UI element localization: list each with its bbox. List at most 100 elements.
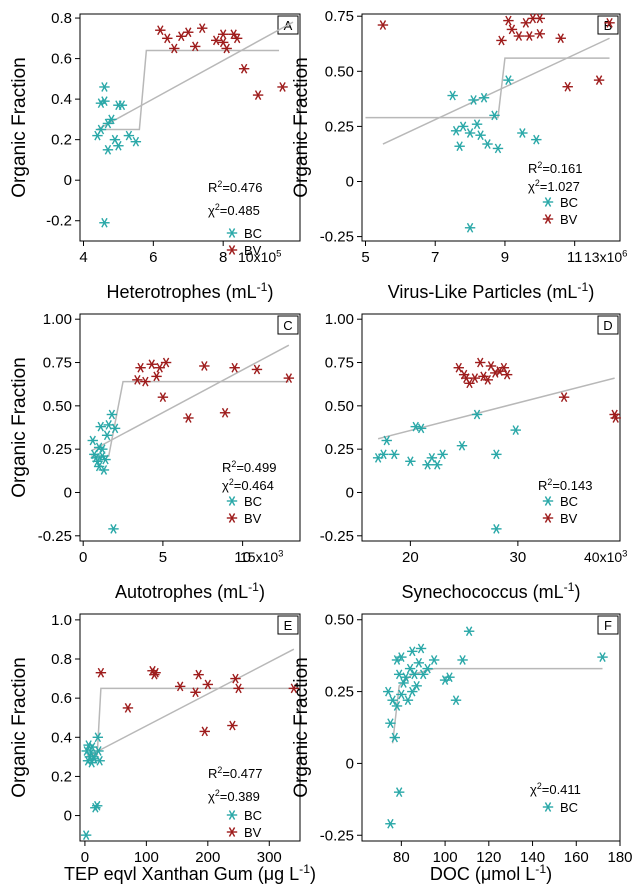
panel-label-box (597, 615, 619, 635)
data-point-bv (221, 43, 232, 54)
data-point-bc (389, 449, 400, 460)
legend-label-bv: BV (244, 243, 262, 258)
data-point-bv (288, 683, 300, 694)
data-point-bc (92, 800, 103, 811)
data-point-bc (422, 663, 433, 674)
y-tick-label: 0.75 (43, 355, 72, 372)
data-point-bv (593, 75, 605, 85)
y-axis-title: Organic Fraction (291, 657, 312, 797)
y-tick-label: 0.50 (325, 612, 354, 629)
data-point-bv (506, 24, 518, 35)
plot-frame (361, 613, 621, 842)
data-point-bv (562, 81, 573, 92)
data-point-bv (604, 17, 615, 28)
series-bc (92, 82, 142, 228)
legend-marker-bc (226, 496, 238, 506)
plot-frame (79, 313, 301, 542)
data-point-bv (277, 82, 288, 92)
x-multiplier-label: 10x105 (238, 248, 281, 265)
data-point-bc (491, 523, 502, 534)
data-point-bv (524, 31, 535, 41)
data-point-bv (227, 720, 238, 731)
panel-d: 20 30-0.2500.250.500.751.00Synechococcus … (320, 311, 628, 602)
data-point-bc (109, 134, 121, 145)
legend-marker-bc (542, 496, 554, 506)
data-point-bc (102, 118, 114, 129)
x-axis-title: Virus-Like Particles (mL-1) (388, 280, 595, 302)
y-tick-label: 1.00 (325, 311, 354, 328)
data-point-bc (409, 669, 420, 680)
y-axis-title: Organic Fraction (291, 57, 312, 197)
data-point-bc (95, 98, 107, 109)
data-point-bv (160, 357, 172, 368)
fit-lines (391, 667, 603, 744)
stat-label: R2=0.499 (222, 459, 276, 475)
legend-label-bv: BV (560, 511, 578, 526)
y-tick-label: -0.25 (320, 528, 354, 545)
data-point-bv (534, 28, 546, 39)
legend-marker-bc (226, 228, 238, 238)
data-point-bc (98, 465, 110, 475)
x-multiplier-label: 40x103 (584, 548, 627, 565)
x-tick-label: 80 (393, 849, 410, 866)
data-point-bc (123, 130, 135, 141)
x-tick-label: 0 (79, 549, 87, 566)
y-tick-label: -0.25 (38, 528, 72, 545)
x-axis-title: DOC (μmol L-1) (430, 862, 552, 884)
data-point-bv (193, 669, 204, 680)
data-point-bv (174, 681, 186, 692)
y-tick-label: 0.8 (51, 10, 72, 27)
data-point-bv (461, 373, 472, 383)
step-fit-line (391, 667, 603, 744)
data-point-bc (109, 423, 121, 434)
y-tick-label: -0.25 (320, 827, 354, 844)
x-tick-label: 0 (81, 849, 89, 866)
x-axis-title: Heterotrophes (mL-1) (107, 280, 274, 302)
series-bc (447, 75, 542, 233)
x-axis: 80 100 120 140 160 180 (393, 841, 633, 866)
legend-marker-bv (226, 827, 238, 837)
series-bv (377, 13, 615, 92)
data-point-bc (113, 140, 124, 151)
linear-fit-line (86, 648, 295, 758)
data-point-bc (385, 718, 396, 729)
legend-marker-bv (542, 214, 554, 224)
data-point-bc (106, 409, 118, 420)
legend: BC BV (226, 808, 262, 840)
data-point-bv (520, 17, 532, 28)
data-point-bc (92, 130, 103, 141)
panel-label: D (603, 318, 612, 333)
data-point-bc (489, 110, 500, 121)
data-point-bv (513, 31, 525, 41)
data-point-bv (197, 23, 208, 34)
fit-lines (365, 37, 610, 145)
step-fit-line (91, 380, 289, 457)
y-axis-title: Organic Fraction (9, 657, 30, 797)
data-point-bv (183, 27, 194, 38)
data-point-bc (97, 444, 108, 455)
x-tick-label: 160 (564, 849, 589, 866)
data-point-bc (381, 435, 392, 446)
data-point-bc (404, 663, 416, 674)
x-tick-label: 100 (433, 849, 458, 866)
data-point-bv (503, 15, 514, 26)
data-point-bv (251, 364, 263, 375)
y-tick-label: 0.6 (51, 51, 72, 68)
data-point-bc (447, 90, 458, 101)
x-tick-label: 20 (402, 549, 419, 566)
data-point-bc (393, 787, 405, 798)
series-bc (87, 409, 121, 534)
legend-marker-bc (542, 197, 554, 207)
data-point-bc (468, 95, 479, 105)
y-tick-label: 0.2 (51, 768, 72, 785)
y-tick-label: 0 (346, 173, 354, 190)
data-point-bv (190, 687, 201, 698)
data-point-bv (453, 362, 464, 373)
panel-label-box (277, 315, 299, 335)
panel-c: 0 5 10 -0.25 0 0.25 0.50 0.75 1.00 Organic Fracti… (9, 311, 301, 602)
x-tick-label: 5 (361, 249, 369, 266)
linear-fit-line (90, 344, 290, 452)
x-tick-label: 9 (501, 249, 509, 266)
plot-frame (361, 13, 621, 242)
data-point-bv (169, 43, 180, 54)
